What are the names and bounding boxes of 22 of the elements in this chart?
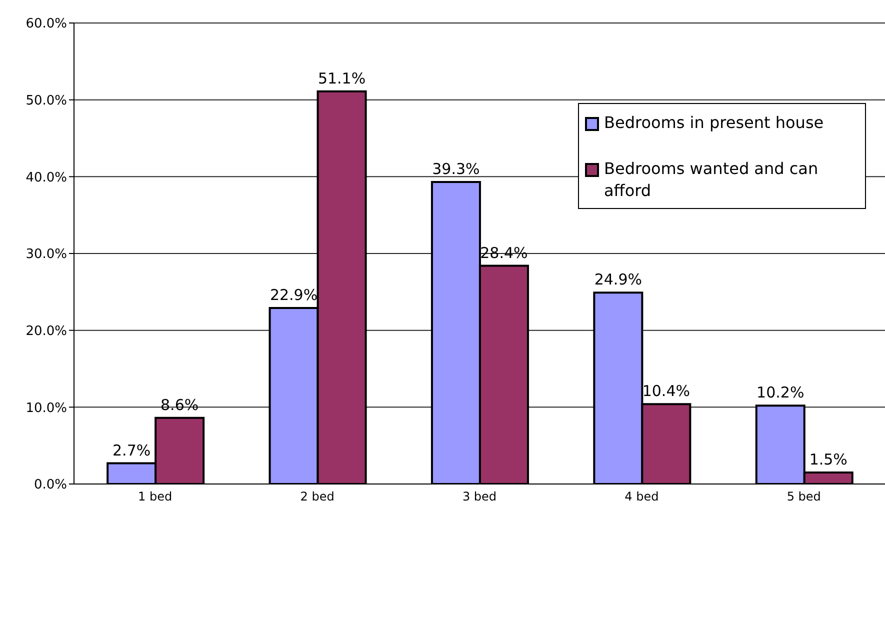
y-tick-label: 0.0% xyxy=(34,478,67,493)
data-label: 2.7% xyxy=(112,441,151,460)
x-tick-label: 1 bed xyxy=(138,490,172,504)
data-label: 22.9% xyxy=(270,286,318,304)
data-label: 39.3% xyxy=(432,160,480,178)
data-label: 1.5% xyxy=(809,450,848,468)
x-tick-label: 2 bed xyxy=(300,490,334,504)
y-tick-label: 10.0% xyxy=(26,400,67,416)
y-tick-label: 50.0% xyxy=(26,93,67,108)
data-label: 51.1% xyxy=(318,69,366,88)
legend-label: Bedrooms in present house xyxy=(604,112,824,134)
data-label: 24.9% xyxy=(594,270,642,289)
data-label: 10.2% xyxy=(756,384,804,402)
y-tick-label: 20.0% xyxy=(26,324,67,339)
data-label: 10.4% xyxy=(642,382,690,400)
y-tick-label: 40.0% xyxy=(26,170,67,186)
legend-label: Bedrooms wanted and can afford xyxy=(604,158,820,202)
x-tick-label: 3 bed xyxy=(462,490,497,504)
x-tick-label: 4 bed xyxy=(624,490,659,504)
y-tick-label: 30.0% xyxy=(26,247,67,262)
x-tick-label: 5 bed xyxy=(786,490,821,504)
y-tick-label: 60.0% xyxy=(26,16,67,32)
